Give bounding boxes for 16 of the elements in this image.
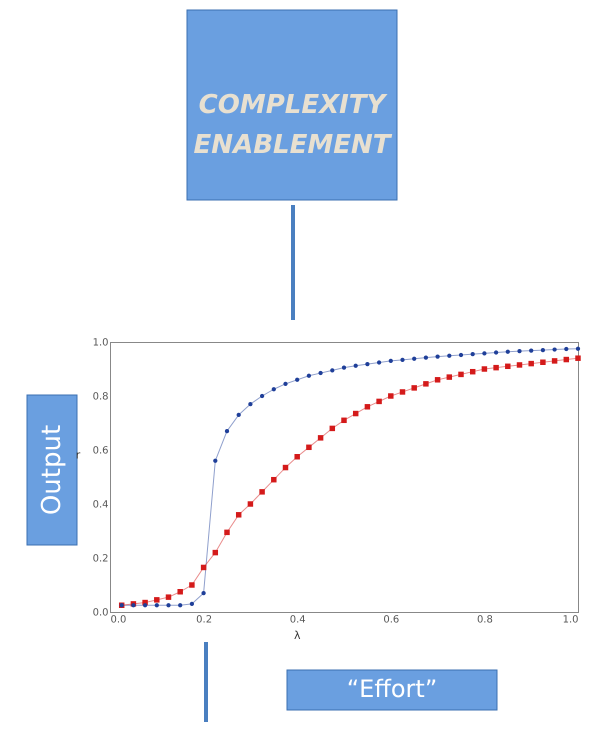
text: “Effort” (346, 675, 438, 703)
x-tick-label: 0.2 (196, 614, 212, 626)
text: Output (37, 424, 67, 516)
x-tick-label: 0.6 (383, 614, 400, 626)
y-tick-label: 0.0 (92, 608, 108, 618)
y-tick-label: 0.6 (92, 446, 108, 456)
y-tick-label: 1.0 (92, 338, 108, 348)
x-tick-label: 1.0 (562, 614, 578, 626)
y-tick-label: 0.4 (92, 500, 108, 510)
text: COMPLEXITY ENABLEMENT (194, 90, 393, 160)
y-tick-label: 0.8 (92, 392, 108, 402)
x-tick-label: 0.4 (290, 614, 306, 626)
x-axis-title: λ (294, 629, 301, 642)
x-tick-label: 0.0 (110, 614, 126, 626)
y-tick-label: 0.2 (92, 554, 108, 564)
x-tick-label: 0.8 (476, 614, 493, 626)
